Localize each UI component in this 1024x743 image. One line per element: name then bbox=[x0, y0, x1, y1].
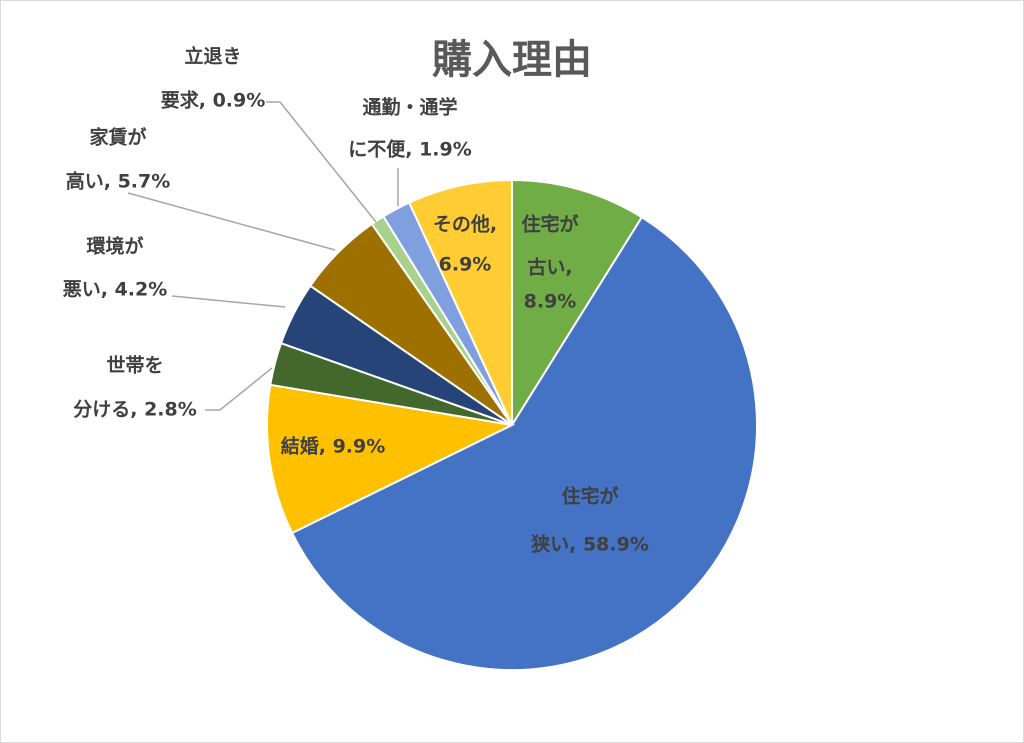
data-label: 環境が bbox=[86, 235, 143, 258]
data-label: 通勤・通学 bbox=[362, 96, 457, 119]
data-label: 結婚, 9.9% bbox=[281, 435, 386, 458]
leader-line bbox=[171, 295, 286, 308]
data-label: 6.9% bbox=[439, 254, 492, 276]
pie-slice bbox=[266, 383, 516, 535]
data-label: 要求, 0.9% bbox=[161, 89, 266, 112]
data-label: 住宅が bbox=[521, 213, 578, 236]
data-label: 家賃が bbox=[89, 126, 146, 149]
data-label: 古い, bbox=[527, 256, 572, 279]
data-label: 住宅が bbox=[561, 485, 618, 508]
leader-line bbox=[266, 101, 377, 223]
pie-slice bbox=[407, 178, 513, 426]
leader-line bbox=[205, 367, 273, 411]
chart-title: 購入理由 bbox=[432, 37, 592, 83]
data-label: 悪い, 4.2% bbox=[63, 279, 168, 301]
data-label: 分ける, 2.8% bbox=[73, 399, 197, 421]
leader-line bbox=[127, 192, 336, 251]
pie-slice bbox=[290, 215, 758, 671]
data-label: 狭い, 58.9% bbox=[530, 533, 649, 556]
data-label: 8.9% bbox=[524, 291, 577, 313]
data-label: 立退き bbox=[184, 45, 241, 68]
data-label: 高い, 5.7% bbox=[66, 170, 171, 193]
data-label: に不便, 1.9% bbox=[348, 139, 472, 161]
pie-slice bbox=[511, 178, 644, 429]
data-label: その他, bbox=[433, 213, 497, 236]
data-label: 世帯を bbox=[106, 354, 163, 377]
